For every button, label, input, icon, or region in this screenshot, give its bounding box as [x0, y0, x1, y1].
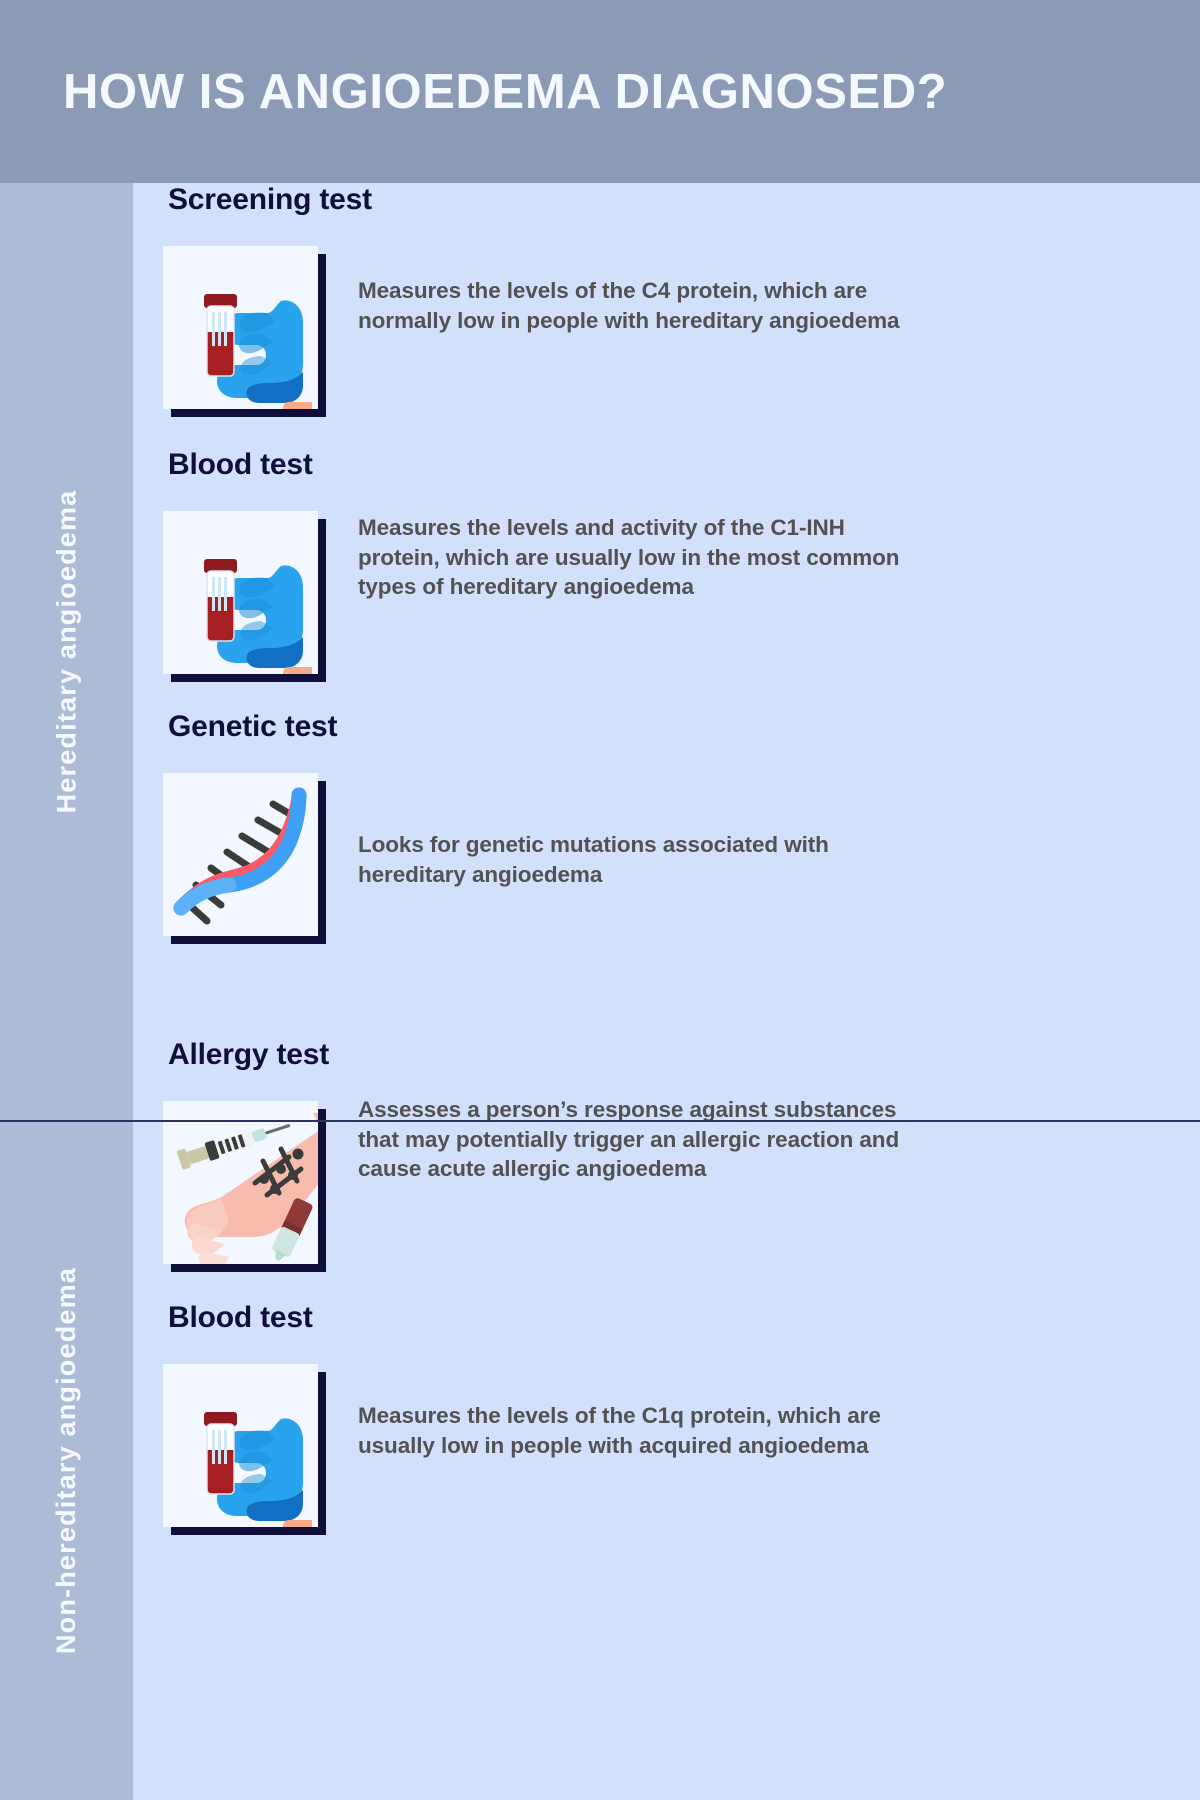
- section-rail-non-hereditary: Non-hereditary angioedema: [0, 1120, 133, 1800]
- header-banner: HOW IS ANGIOEDEMA DIAGNOSED?: [0, 0, 1200, 183]
- page-title: HOW IS ANGIOEDEMA DIAGNOSED?: [63, 64, 948, 119]
- item-title: Blood test: [168, 1301, 313, 1334]
- dna-helix-icon: [163, 773, 318, 936]
- section-rail-label-non-hereditary: Non-hereditary angioedema: [51, 1266, 82, 1654]
- blood-test-tube-icon: [163, 1364, 318, 1527]
- section-rail-label-hereditary: Hereditary angioedema: [51, 489, 81, 814]
- item-title: Allergy test: [168, 1038, 329, 1071]
- item-title: Genetic test: [168, 710, 338, 743]
- blood-test-tube-icon: [163, 511, 318, 674]
- blood-test-tube-icon: [163, 246, 318, 409]
- item-title: Screening test: [168, 183, 372, 216]
- section-divider: [0, 1120, 1200, 1122]
- main-content: Screening test: [133, 183, 1200, 1800]
- item-description: Assesses a person’s response against sub…: [358, 1097, 900, 1181]
- item-description: Measures the levels of the C4 protein, w…: [358, 278, 900, 333]
- item-description: Looks for genetic mutations associated w…: [358, 832, 829, 887]
- allergy-skin-prick-icon: [163, 1101, 318, 1264]
- section-rail-hereditary: Hereditary angioedema: [0, 183, 133, 1120]
- item-description: Measures the levels and activity of the …: [358, 515, 900, 599]
- item-description: Measures the levels of the C1q protein, …: [358, 1403, 881, 1458]
- item-title: Blood test: [168, 448, 313, 481]
